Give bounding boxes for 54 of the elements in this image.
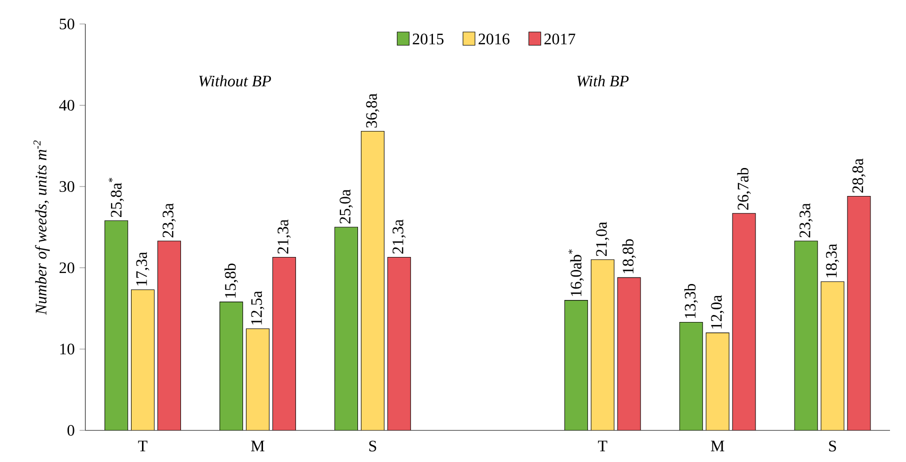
data-label: 21,3a — [278, 219, 291, 254]
data-label: 16,0ab$^{*}$ — [568, 249, 584, 296]
bar — [591, 260, 614, 430]
x-tick-label: T — [138, 440, 148, 452]
bar — [246, 328, 270, 430]
bar — [564, 300, 588, 430]
bar — [361, 131, 384, 430]
bar — [220, 302, 243, 430]
x-tick-label: T — [598, 440, 608, 452]
x-tick-label: S — [829, 440, 836, 452]
bar — [272, 257, 296, 430]
data-label: 36,8a — [366, 93, 380, 128]
y-tick-label: 30 — [60, 180, 74, 192]
bar — [104, 220, 128, 430]
data-label: 17,3a — [136, 252, 150, 286]
x-tick-label: S — [369, 440, 376, 452]
legend-label: 2016 — [478, 33, 510, 44]
bar — [847, 196, 871, 430]
y-tick-label: 0 — [67, 424, 74, 436]
data-label: 21,3a — [392, 219, 406, 254]
bar — [732, 213, 756, 430]
data-label: 23,3a — [162, 203, 176, 238]
data-label: 25,8a$^{*}$ — [108, 178, 124, 217]
x-tick-label: M — [251, 440, 264, 452]
data-label: 15,8b — [224, 263, 238, 298]
data-label: 28,8a — [852, 158, 866, 192]
data-label: 12,0a — [711, 294, 724, 328]
y-tick-label: 10 — [60, 344, 74, 354]
y-tick-label: 50 — [60, 18, 74, 30]
bar — [158, 240, 181, 430]
data-label: 13,3b — [684, 284, 698, 318]
bar — [131, 290, 154, 430]
annotation: Without BP — [199, 75, 271, 86]
legend-label: 2015 — [412, 33, 444, 44]
data-label: 21,0a — [596, 222, 610, 256]
data-label: 12,5a — [251, 290, 264, 324]
data-label: 23,3a — [800, 203, 813, 238]
data-label: 26,7ab — [737, 168, 751, 210]
data-label: 18,8b — [622, 239, 636, 274]
bar — [680, 322, 703, 430]
y-tick-label: 20 — [60, 262, 74, 274]
annotation: With BP — [577, 75, 629, 86]
data-label: 25,0a — [340, 189, 353, 224]
data-label: 18,3a — [826, 244, 840, 278]
bar — [794, 240, 818, 430]
y-tick-label: 40 — [59, 100, 74, 110]
legend-label: 2017 — [544, 33, 576, 44]
bar — [706, 332, 730, 430]
y-axis-title: Number of weeds, units m$^{-2}$ — [33, 140, 50, 315]
bar — [334, 227, 358, 430]
bar — [820, 281, 844, 430]
x-tick-label: M — [710, 440, 724, 452]
bar — [618, 277, 641, 430]
bar — [388, 257, 411, 430]
